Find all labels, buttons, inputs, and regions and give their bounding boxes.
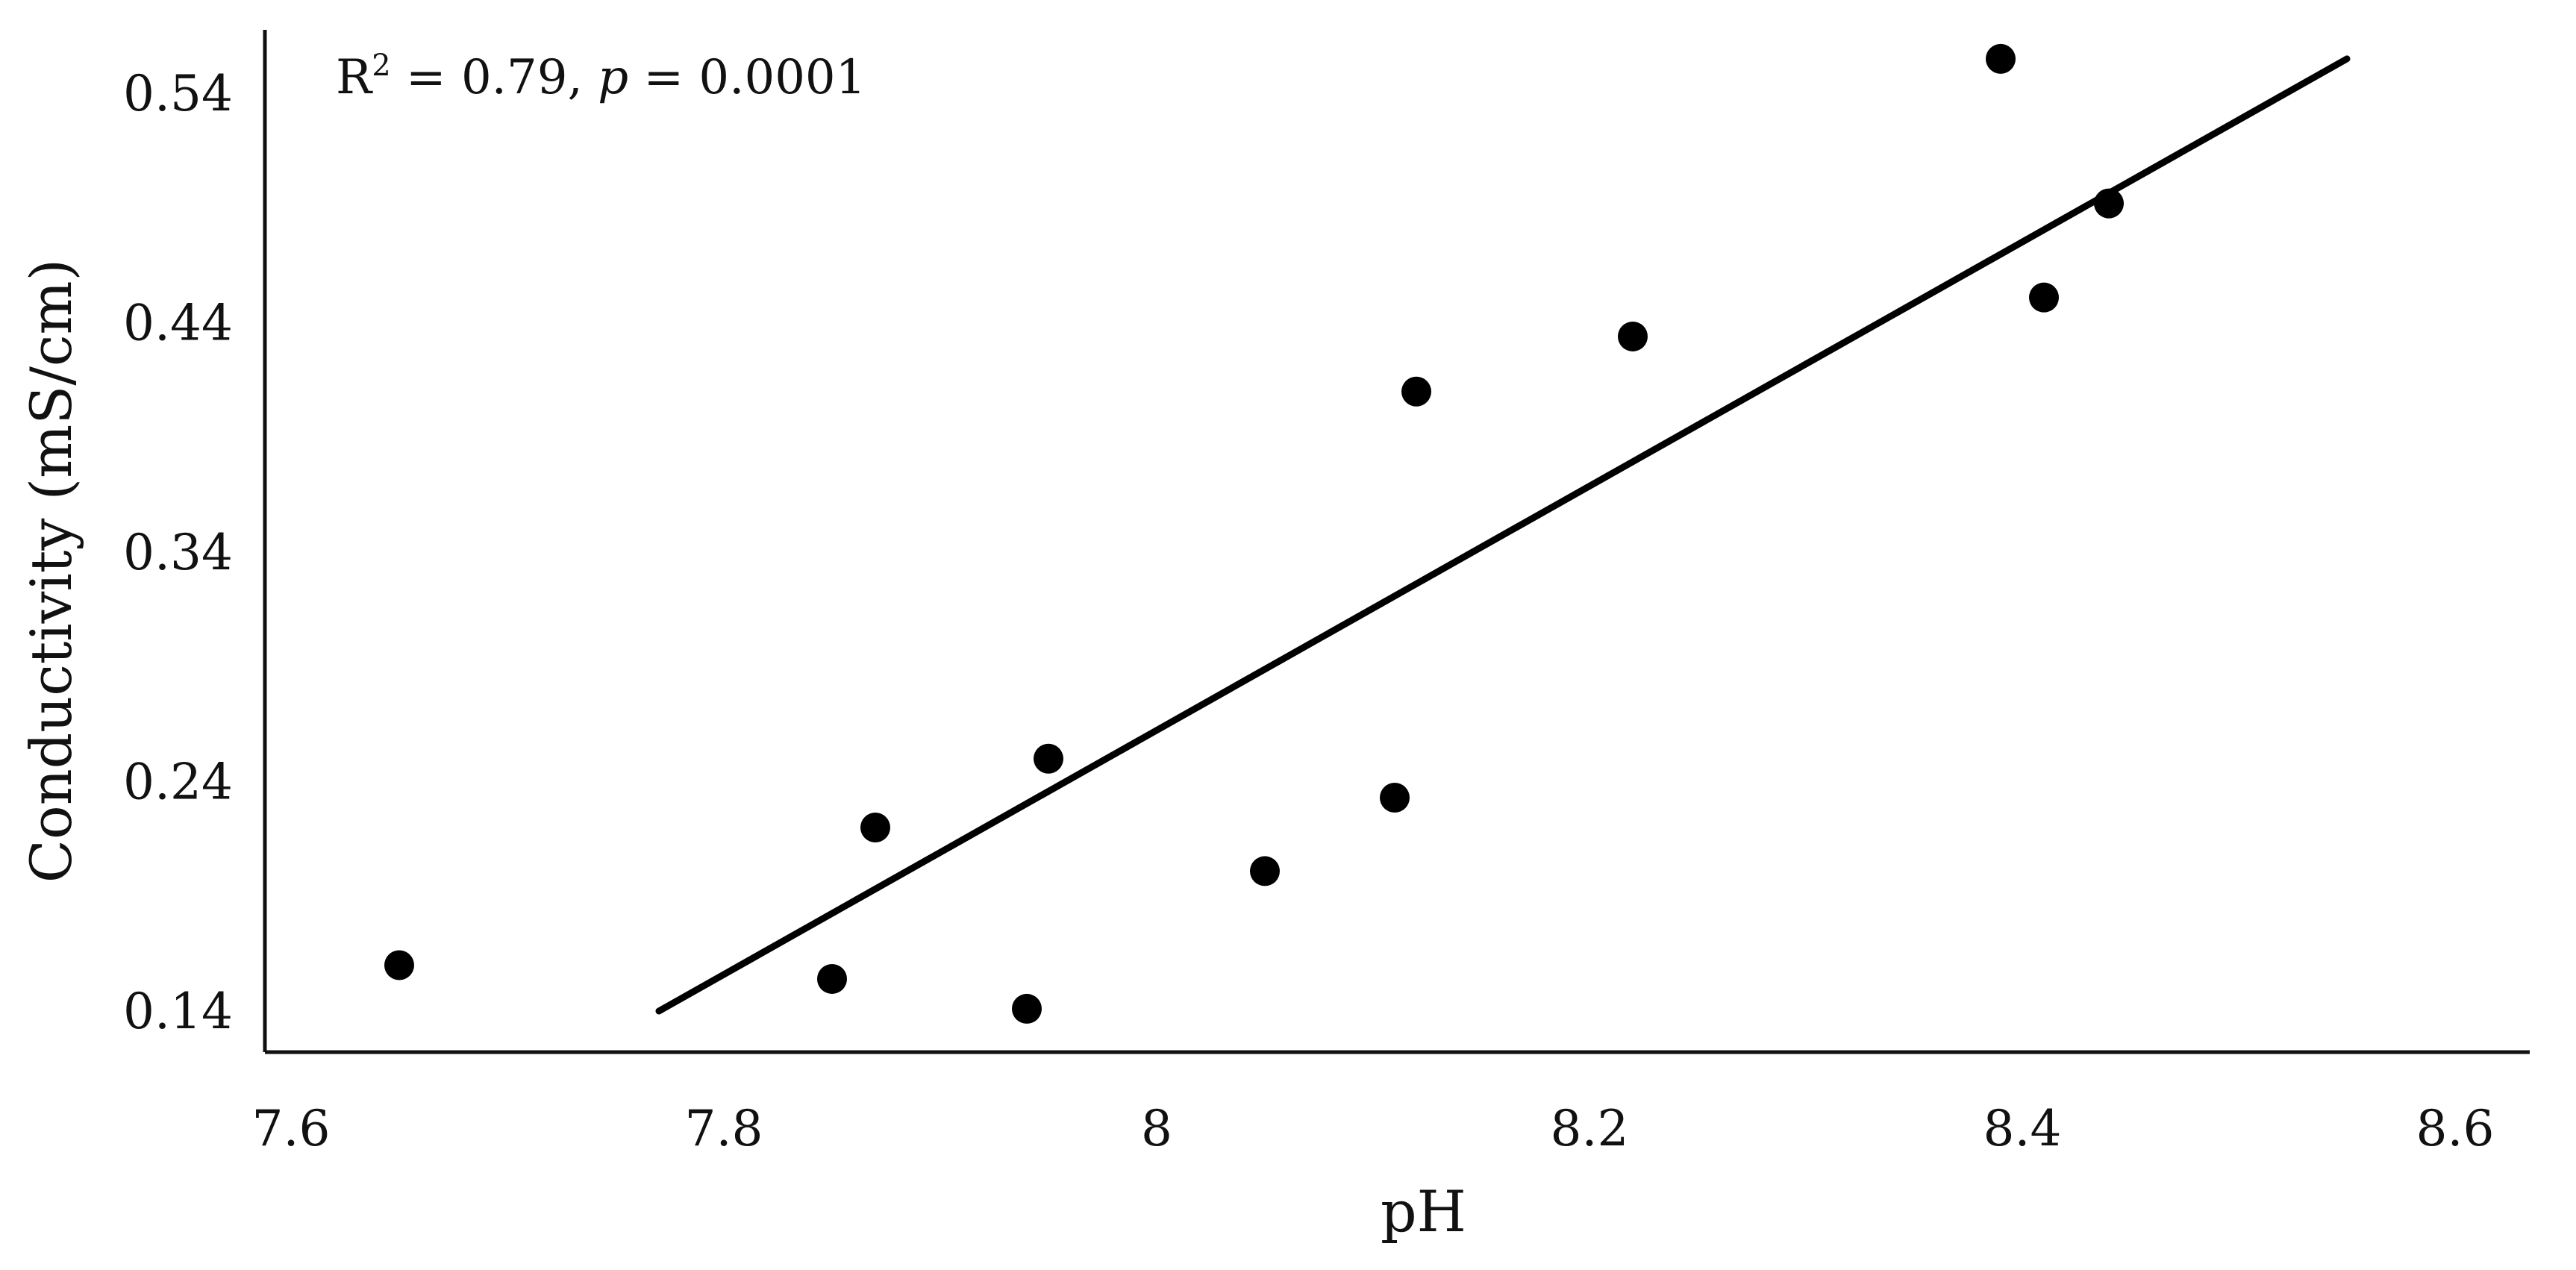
y-tick-label: 0.14 — [123, 983, 233, 1040]
trend-line — [655, 55, 2351, 1015]
x-tick-label: 7.6 — [252, 1100, 331, 1157]
x-tick-label: 7.8 — [685, 1100, 763, 1157]
x-tick-label: 8.2 — [1551, 1100, 1629, 1157]
data-point — [817, 963, 847, 994]
data-points — [384, 43, 2124, 1024]
data-point — [2094, 188, 2124, 219]
data-point — [860, 813, 890, 842]
data-point — [1986, 43, 2016, 74]
x-tick-label: 8 — [1141, 1100, 1172, 1157]
data-point — [1380, 783, 1410, 813]
x-axis-ticks: 7.6 7.8 8 8.2 8.4 8.6 — [252, 1100, 2495, 1157]
data-point — [1012, 993, 1042, 1024]
y-tick-label: 0.34 — [123, 524, 233, 581]
y-axis-ticks: 0.14 0.24 0.34 0.44 0.54 — [123, 65, 233, 1040]
data-point — [1034, 743, 1063, 774]
data-point — [1401, 376, 1431, 407]
y-tick-label: 0.24 — [123, 754, 233, 811]
x-axis-title: pH — [1381, 1178, 1466, 1245]
y-tick-label: 0.44 — [123, 295, 233, 352]
x-tick-label: 8.4 — [1983, 1100, 2062, 1157]
data-point — [384, 950, 414, 980]
regression-annotation: R2 = 0.79, p = 0.0001 — [336, 49, 866, 105]
data-point — [1618, 321, 1648, 351]
y-axis-title: Conductivity (mS/cm) — [18, 259, 84, 883]
data-point — [2029, 282, 2059, 313]
data-point — [1250, 856, 1280, 886]
x-tick-label: 8.6 — [2416, 1100, 2495, 1157]
y-tick-label: 0.54 — [123, 65, 233, 122]
